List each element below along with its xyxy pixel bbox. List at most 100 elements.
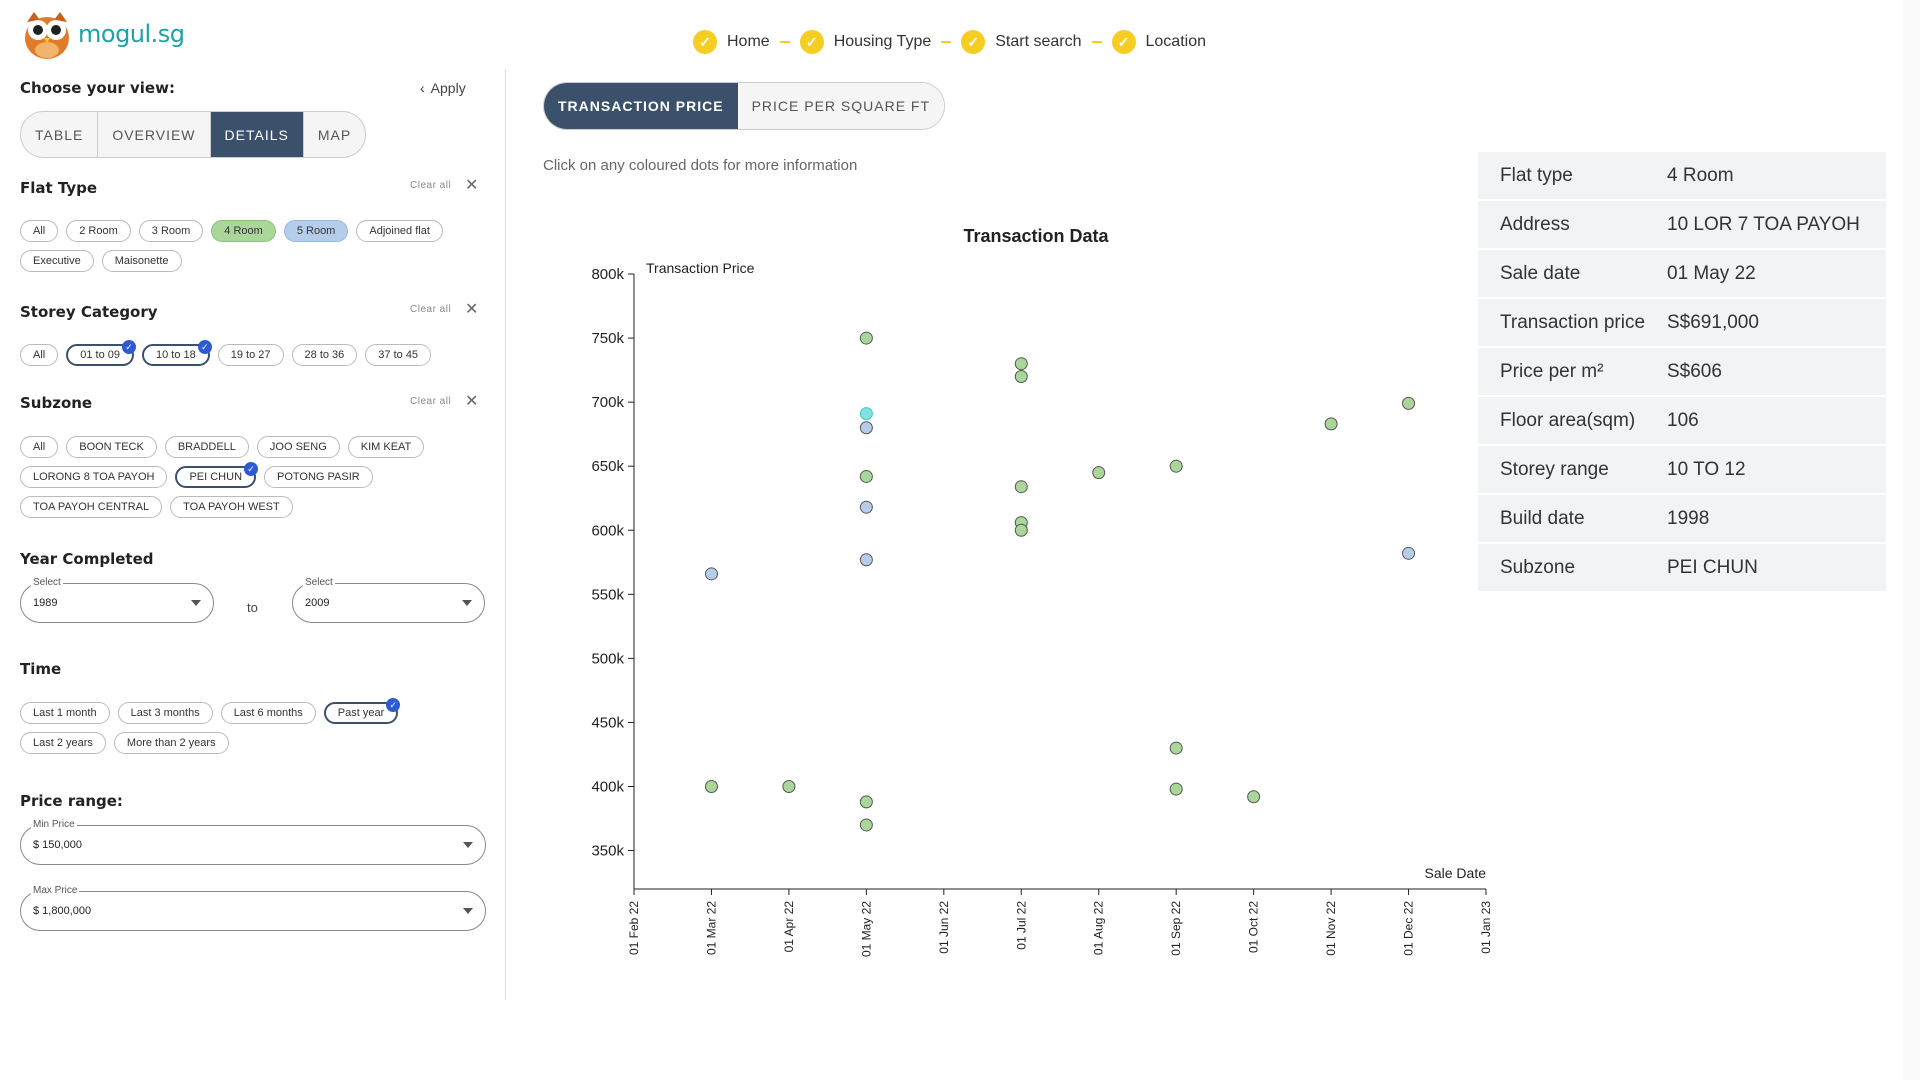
price-tabs: TRANSACTION PRICE PRICE PER SQUARE FT (543, 82, 946, 130)
logo[interactable]: mogul.sg (22, 8, 185, 60)
chip-4-room[interactable]: 4 Room (211, 220, 276, 242)
chip-last-2-years[interactable]: Last 2 years (20, 732, 106, 754)
step-connector (1091, 41, 1102, 43)
clear-all-button[interactable]: Clear all (410, 396, 452, 407)
chip-3-room[interactable]: 3 Room (138, 220, 204, 242)
chip-all[interactable]: All (20, 220, 59, 242)
detail-value: 10 TO 12 (1667, 459, 1746, 480)
tab-details[interactable]: DETAILS (210, 112, 304, 157)
tab-transaction-price[interactable]: TRANSACTION PRICE (544, 83, 738, 129)
detail-row: Build date 1998 (1478, 495, 1886, 544)
step-location[interactable]: ✓ Location (1111, 30, 1206, 54)
chip-more-than-2-years[interactable]: More than 2 years (113, 732, 229, 754)
tab-map[interactable]: MAP (317, 126, 352, 143)
data-point[interactable] (704, 567, 718, 581)
data-point[interactable] (859, 407, 873, 421)
detail-row: Sale date 01 May 22 (1478, 250, 1886, 299)
chip-2-room[interactable]: 2 Room (66, 220, 131, 242)
tab-price-per-square-ft[interactable]: PRICE PER SQUARE FT (737, 83, 945, 129)
chip-storey-37-45[interactable]: 37 to 45 (365, 344, 432, 366)
close-icon[interactable]: ✕ (465, 177, 479, 194)
data-point[interactable] (859, 469, 873, 483)
detail-row: Storey range 10 TO 12 (1478, 446, 1886, 495)
data-point[interactable] (1014, 370, 1028, 383)
chip-label: PEI CHUN (189, 471, 243, 483)
min-price-select[interactable]: Min Price $ 150,000 (20, 819, 486, 865)
step-home[interactable]: ✓ Home (693, 30, 770, 54)
data-point[interactable] (859, 553, 873, 567)
chip-past-year[interactable]: Past year ✓ (323, 698, 401, 724)
data-point[interactable] (1014, 357, 1028, 371)
chip-pei-chun[interactable]: PEI CHUN ✓ (175, 462, 259, 488)
chip-label: 10 to 18 (156, 349, 196, 361)
select-label: Min Price (31, 819, 77, 830)
data-point[interactable] (1402, 546, 1416, 560)
data-point[interactable] (1169, 459, 1183, 473)
chip-lorong-8-toa-payoh[interactable]: LORONG 8 TOA PAYOH (20, 466, 168, 488)
chip-subzone-all[interactable]: All (20, 436, 59, 458)
data-point[interactable] (859, 421, 873, 435)
check-badge-icon: ✓ (197, 340, 212, 354)
chip-adjoined-flat[interactable]: Adjoined flat (356, 220, 443, 242)
transaction-detail-panel: Flat type 4 Room Address 10 LOR 7 TOA PAYOH… (1478, 152, 1886, 593)
chip-boon-teck[interactable]: BOON TECK (66, 436, 157, 458)
clear-all-button[interactable]: Clear all (410, 304, 452, 315)
data-point[interactable] (782, 780, 796, 793)
data-point[interactable] (1169, 741, 1183, 755)
data-point[interactable] (859, 818, 873, 832)
step-label: Start search (995, 33, 1082, 50)
apply-button[interactable]: ‹ Apply (420, 80, 466, 96)
data-point[interactable] (1169, 782, 1183, 796)
chip-kim-keat[interactable]: KIM KEAT (347, 436, 425, 458)
scrollbar[interactable] (1903, 0, 1920, 1080)
chip-braddell[interactable]: BRADDELL (164, 436, 249, 458)
data-point[interactable] (859, 500, 873, 514)
chip-last-6-months[interactable]: Last 6 months (220, 702, 316, 724)
x-tick-label: 01 Nov 22 (1324, 901, 1338, 956)
detail-row: Price per m² S$606 (1478, 348, 1886, 397)
data-point[interactable] (859, 795, 873, 809)
data-point[interactable] (1402, 396, 1416, 410)
data-point[interactable] (1014, 523, 1028, 537)
tab-table[interactable]: TABLE (21, 112, 99, 157)
select-value: 1989 (33, 597, 58, 609)
data-point[interactable] (1092, 466, 1106, 480)
chip-joo-seng[interactable]: JOO SENG (256, 436, 340, 458)
chip-executive[interactable]: Executive (20, 250, 94, 272)
data-point[interactable] (859, 331, 873, 345)
chip-toa-payoh-west[interactable]: TOA PAYOH WEST (170, 496, 293, 518)
step-start-search[interactable]: ✓ Start search (961, 30, 1082, 54)
chip-potong-pasir[interactable]: POTONG PASIR (264, 466, 373, 488)
chart-hint: Click on any coloured dots for more info… (543, 157, 858, 174)
check-badge-icon: ✓ (244, 462, 259, 476)
chip-storey-19-27[interactable]: 19 to 27 (217, 344, 284, 366)
chip-toa-payoh-central[interactable]: TOA PAYOH CENTRAL (20, 496, 163, 518)
tab-overview[interactable]: OVERVIEW (98, 112, 211, 157)
data-point[interactable] (1324, 417, 1338, 431)
chip-last-1-month[interactable]: Last 1 month (20, 702, 110, 724)
chip-storey-10-18[interactable]: 10 to 18 ✓ (142, 340, 212, 366)
chip-label: 01 to 09 (80, 349, 120, 361)
chip-storey-all[interactable]: All (20, 344, 59, 366)
max-price-select[interactable]: Max Price $ 1,800,000 (20, 885, 486, 931)
chart-title: Transaction Data (963, 226, 1109, 246)
chip-5-room[interactable]: 5 Room (283, 220, 349, 242)
data-point[interactable] (1247, 790, 1261, 804)
step-housing-type[interactable]: ✓ Housing Type (799, 30, 931, 54)
chip-last-3-months[interactable]: Last 3 months (117, 702, 213, 724)
chip-storey-01-09[interactable]: 01 to 09 ✓ (66, 340, 136, 366)
close-icon[interactable]: ✕ (465, 301, 479, 318)
data-point[interactable] (704, 780, 718, 793)
chip-storey-28-36[interactable]: 28 to 36 (291, 344, 358, 366)
chip-label: Past year (337, 707, 385, 719)
chevron-down-icon (191, 600, 201, 606)
detail-key: Address (1500, 214, 1570, 235)
year-to-select[interactable]: Select 2009 (292, 577, 485, 623)
check-icon: ✓ (961, 30, 986, 54)
chip-maisonette[interactable]: Maisonette (101, 250, 182, 272)
clear-all-button[interactable]: Clear all (410, 180, 452, 191)
close-icon[interactable]: ✕ (465, 393, 479, 410)
data-point[interactable] (1014, 480, 1028, 494)
year-from-select[interactable]: Select 1989 (20, 577, 214, 623)
detail-key: Floor area(sqm) (1500, 410, 1636, 431)
